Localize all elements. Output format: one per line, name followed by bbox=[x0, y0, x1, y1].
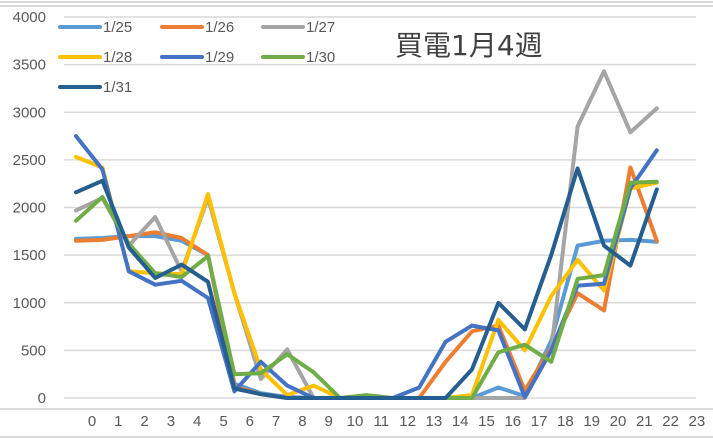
y-tick-label: 1500 bbox=[13, 247, 46, 264]
series-line-1-25 bbox=[74, 234, 659, 400]
legend-item: 1/28 bbox=[58, 49, 132, 66]
legend-label: 1/29 bbox=[205, 49, 234, 66]
x-tick-label: 3 bbox=[167, 413, 175, 430]
y-tick-label: 4000 bbox=[13, 9, 46, 26]
legend-item: 1/27 bbox=[261, 19, 335, 36]
x-tick-label: 20 bbox=[610, 413, 627, 430]
x-tick-label: 16 bbox=[504, 413, 521, 430]
x-tick-label: 23 bbox=[689, 413, 706, 430]
y-tick-label: 2500 bbox=[13, 152, 46, 169]
x-tick-label: 13 bbox=[426, 413, 443, 430]
legend-label: 1/27 bbox=[306, 19, 335, 36]
y-tick-label: 3500 bbox=[13, 57, 46, 74]
x-tick-label: 9 bbox=[325, 413, 333, 430]
x-tick-label: 6 bbox=[246, 413, 254, 430]
x-tick-label: 21 bbox=[636, 413, 653, 430]
sheet-row-border-top-2 bbox=[0, 5, 713, 7]
x-tick-label: 5 bbox=[219, 413, 227, 430]
x-tick-label: 15 bbox=[478, 413, 495, 430]
x-tick-label: 1 bbox=[114, 413, 122, 430]
x-tick-label: 19 bbox=[583, 413, 600, 430]
x-tick-label: 14 bbox=[452, 413, 469, 430]
x-tick-label: 2 bbox=[140, 413, 148, 430]
x-tick-label: 18 bbox=[557, 413, 574, 430]
legend-item: 1/31 bbox=[58, 79, 132, 96]
x-tick-label: 4 bbox=[193, 413, 201, 430]
x-tick-label: 7 bbox=[272, 413, 280, 430]
x-tick-label: 17 bbox=[531, 413, 548, 430]
legend-label: 1/30 bbox=[306, 49, 335, 66]
y-tick-label: 500 bbox=[21, 342, 46, 359]
legend-item: 1/29 bbox=[160, 49, 234, 66]
x-tick-label: 8 bbox=[298, 413, 306, 430]
legend-item: 1/25 bbox=[58, 19, 132, 36]
sheet-row-border-top bbox=[0, 1, 713, 3]
x-tick-label: 11 bbox=[374, 413, 390, 430]
legend-item: 1/26 bbox=[160, 19, 234, 36]
legend-label: 1/25 bbox=[103, 19, 132, 36]
series-line-1-30 bbox=[74, 179, 659, 400]
x-axis-labels: 0 1 2 3 4 5 6 7 8 9 10 11 12 13 14 15 16 17 18 19 20 21 22 23 bbox=[88, 413, 705, 430]
series-line-1-27 bbox=[74, 69, 659, 400]
x-tick-label: 22 bbox=[662, 413, 679, 430]
legend-label: 1/28 bbox=[103, 49, 132, 66]
y-tick-label: 1000 bbox=[13, 295, 46, 312]
series-lines bbox=[74, 69, 659, 400]
x-tick-label: 0 bbox=[88, 413, 96, 430]
x-tick-label: 12 bbox=[399, 413, 416, 430]
x-tick-label: 10 bbox=[347, 413, 364, 430]
legend-item: 1/30 bbox=[261, 49, 335, 66]
sheet-row-border-bottom bbox=[0, 436, 713, 438]
sheet-row-border-axis bbox=[0, 408, 713, 410]
series-line-1-31 bbox=[74, 166, 659, 400]
legend-label: 1/26 bbox=[205, 19, 234, 36]
legend: 1/25 1/26 1/27 1/28 1/29 1/30 1/31 bbox=[58, 19, 335, 96]
y-tick-label: 0 bbox=[38, 390, 46, 407]
legend-label: 1/31 bbox=[103, 79, 132, 96]
y-axis-labels: 0 500 1000 1500 2000 2500 3000 3500 4000 bbox=[13, 9, 46, 407]
chart-title: 買電1月4週 bbox=[395, 29, 543, 62]
y-tick-label: 3000 bbox=[13, 104, 46, 121]
y-tick-label: 2000 bbox=[13, 200, 46, 217]
